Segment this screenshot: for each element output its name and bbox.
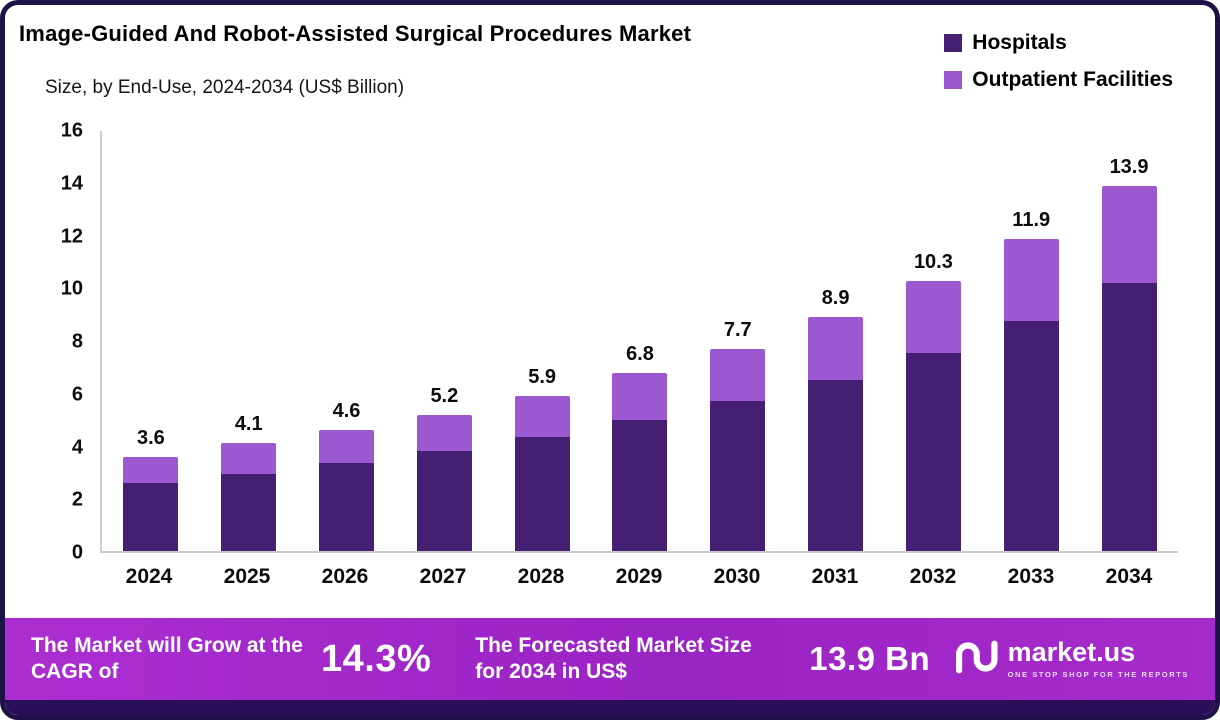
bar-group: 5.9: [493, 131, 591, 551]
y-tick-label: 6: [71, 383, 83, 406]
x-tick-label: 2029: [615, 565, 663, 588]
bar-group: 4.6: [298, 131, 396, 551]
bar-segment-hospitals: [1101, 283, 1157, 551]
bar-segment-hospitals: [808, 380, 864, 551]
brand-name: market.us: [1007, 637, 1136, 667]
bar-segment-outpatient: [319, 430, 375, 464]
x-tick-label: 2025: [223, 565, 271, 588]
bar-total-label: 3.6: [137, 426, 165, 449]
legend-item-outpatient: Outpatient Facilities: [944, 68, 1173, 92]
legend-swatch-outpatient: [944, 71, 963, 89]
cagr-value: 14.3%: [321, 637, 432, 680]
bar-group: 10.3: [885, 131, 983, 551]
brand-logo: market.us ONE STOP SHOP FOR THE REPORTS: [952, 636, 1189, 683]
bar-group: 4.1: [200, 131, 298, 551]
bar-group: 13.9: [1080, 131, 1178, 551]
legend-label: Outpatient Facilities: [972, 68, 1173, 91]
legend-swatch-hospitals: [944, 34, 963, 52]
x-tick-label: 2027: [419, 565, 467, 588]
bar-segment-outpatient: [123, 456, 179, 483]
brand-tagline: ONE STOP SHOP FOR THE REPORTS: [1007, 670, 1189, 679]
bar-group: 5.2: [395, 131, 493, 551]
y-tick-label: 8: [71, 330, 83, 353]
y-tick-label: 0: [71, 541, 83, 564]
x-axis-labels: 2024 2025 2026 2027 2028 2029 2030 2031 2032 2033…: [100, 565, 1178, 589]
y-tick-label: 14: [60, 172, 83, 195]
bar-segment-outpatient: [416, 414, 472, 452]
bar-total-label: 8.9: [821, 287, 850, 310]
y-axis: 0 2 4 6 8 10 12 14 16: [33, 120, 91, 564]
bar-segment-hospitals: [710, 401, 766, 551]
bar-group: 7.7: [689, 131, 787, 551]
bar-segment-outpatient: [905, 280, 961, 353]
marketus-logo-icon: [952, 636, 998, 683]
chart-title: Image-Guided And Robot-Assisted Surgical…: [19, 21, 692, 46]
bar-total-label: 5.9: [528, 366, 557, 389]
bar-segment-outpatient: [612, 372, 668, 420]
y-tick-label: 16: [60, 119, 83, 142]
legend: Hospitals Outpatient Facilities: [944, 31, 1173, 92]
x-tick-label: 2033: [1007, 565, 1055, 588]
footer-banner: The Market will Grow at the CAGR of 14.3…: [5, 618, 1215, 700]
x-tick-label: 2031: [811, 565, 859, 588]
brand-text: market.us ONE STOP SHOP FOR THE REPORTS: [1007, 637, 1189, 680]
bottom-strip: [5, 700, 1215, 715]
forecast-value: 13.9 Bn: [809, 640, 931, 677]
bar-segment-hospitals: [905, 352, 961, 551]
y-tick-label: 10: [60, 277, 83, 300]
chart-subtitle: Size, by End-Use, 2024-2034 (US$ Billion…: [45, 77, 405, 98]
bar-group: 8.9: [787, 131, 885, 551]
y-tick-label: 12: [60, 225, 83, 247]
bar-segment-hospitals: [123, 482, 179, 551]
bar-segment-outpatient: [221, 443, 277, 474]
bar-segment-outpatient: [710, 348, 766, 402]
x-tick-label: 2026: [321, 565, 369, 588]
bar-segment-hospitals: [1003, 321, 1059, 551]
bar-total-label: 10.3: [913, 250, 953, 273]
bar-segment-hospitals: [221, 473, 277, 551]
legend-item-hospitals: Hospitals: [944, 31, 1173, 55]
cagr-label: The Market will Grow at the CAGR of: [31, 633, 303, 683]
x-tick-label: 2028: [517, 565, 565, 588]
bar-total-label: 4.1: [234, 413, 263, 436]
bar-total-label: 11.9: [1012, 208, 1051, 231]
forecast-label: The Forecasted Market Size for 2034 in U…: [475, 633, 752, 683]
bar-group: 3.6: [102, 131, 200, 551]
x-tick-label: 2034: [1105, 565, 1153, 588]
bar-segment-outpatient: [808, 317, 864, 381]
x-tick-label: 2024: [125, 565, 173, 588]
plot-area: 3.6 4.1 4.6 5.2 5.9 6.8 7.7 8.9 10.3 11.9 13.9: [100, 131, 1178, 553]
bar-segment-outpatient: [1101, 186, 1157, 284]
bar-segment-hospitals: [612, 419, 668, 551]
x-tick-label: 2030: [713, 565, 761, 588]
bar-group: 6.8: [591, 131, 689, 551]
bar-segment-hospitals: [319, 463, 375, 551]
bar-group: 11.9: [982, 131, 1080, 551]
bar-segment-outpatient: [1003, 238, 1059, 322]
bar-total-label: 5.2: [430, 384, 459, 407]
bar-total-label: 7.7: [723, 318, 752, 341]
y-tick-label: 4: [71, 436, 83, 458]
bar-segment-hospitals: [416, 451, 472, 551]
legend-label: Hospitals: [972, 31, 1067, 54]
y-tick-label: 2: [71, 488, 83, 511]
bar-total-label: 4.6: [332, 400, 361, 423]
bar-segment-hospitals: [514, 436, 570, 551]
bar-segment-outpatient: [514, 396, 570, 437]
x-tick-label: 2032: [909, 565, 957, 588]
bar-total-label: 13.9: [1109, 156, 1149, 179]
bar-total-label: 6.8: [626, 342, 654, 365]
